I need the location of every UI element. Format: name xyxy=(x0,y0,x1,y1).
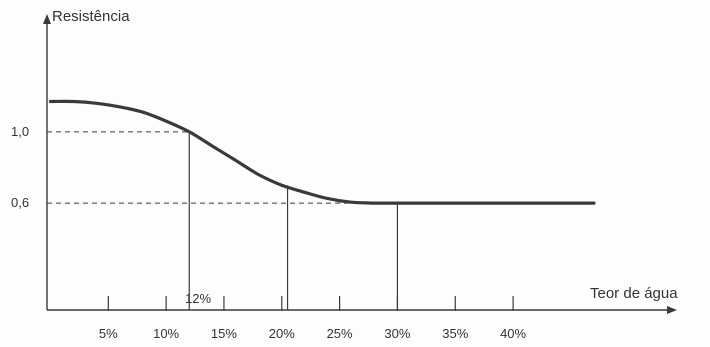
y-axis-label: Resistência xyxy=(52,8,130,25)
x-tick-label-7: 40% xyxy=(500,326,526,341)
y-ticks: 1,0 0,6 xyxy=(11,124,29,210)
x-ticks: 5% 10% 15% 20% 25% 30% 35% 40% xyxy=(99,296,527,341)
y-tick-label-0: 1,0 xyxy=(11,124,29,139)
x-axis-label: Teor de água xyxy=(590,285,678,302)
x-tick-label-5: 30% xyxy=(384,326,410,341)
axes xyxy=(43,14,677,314)
annotation-12: 12% xyxy=(185,291,211,306)
x-tick-label-6: 35% xyxy=(442,326,468,341)
series xyxy=(48,99,596,205)
y-tick-label-1: 0,6 xyxy=(11,195,29,210)
y-axis-arrow xyxy=(43,14,51,24)
x-tick-label-0: 5% xyxy=(99,326,118,341)
x-tick-label-2: 15% xyxy=(211,326,237,341)
x-tick-label-1: 10% xyxy=(153,326,179,341)
series-line-0 xyxy=(48,99,596,205)
guide-lines xyxy=(47,131,399,310)
x-axis-arrow xyxy=(667,306,677,314)
x-tick-label-4: 25% xyxy=(327,326,353,341)
x-tick-label-3: 20% xyxy=(269,326,295,341)
